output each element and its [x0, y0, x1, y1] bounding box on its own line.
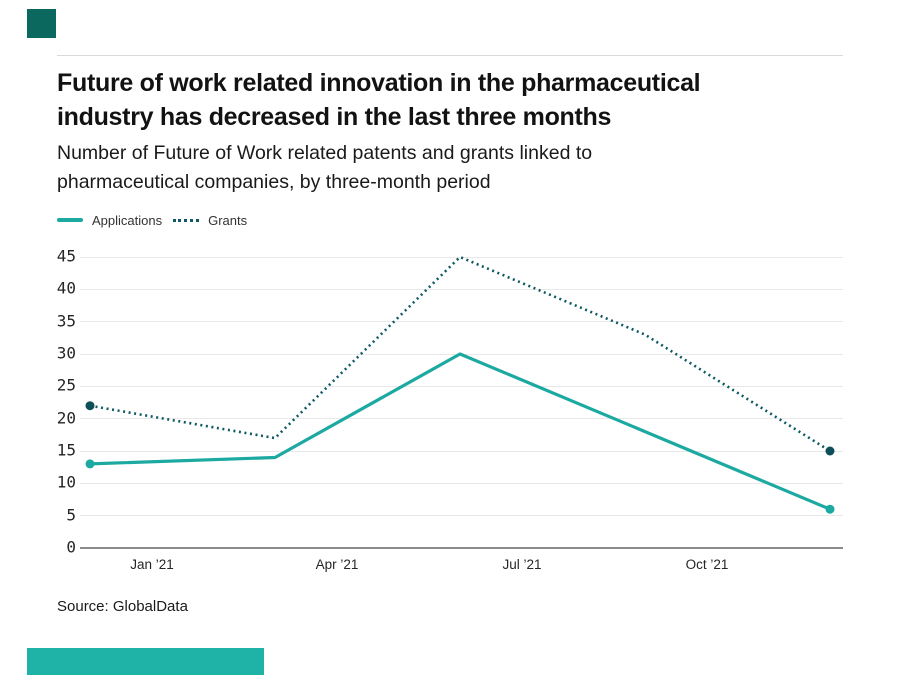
legend-item-applications: Applications — [57, 213, 162, 228]
legend-label-grants: Grants — [208, 212, 248, 228]
grants-endpoint-marker — [825, 446, 835, 456]
title-line-2: industry has decreased in the last three… — [57, 103, 612, 131]
legend: Applications Grants — [57, 211, 247, 229]
applications-line — [89, 352, 831, 511]
y-axis-tick-5: 5 — [66, 505, 76, 525]
x-axis-line — [80, 547, 843, 549]
gridline-10 — [80, 482, 843, 484]
legend-label-applications: Applications — [92, 212, 163, 228]
x-axis-tick-4: Oct ’21 — [685, 557, 729, 572]
header-divider — [57, 55, 843, 56]
grants-endpoint-marker — [85, 401, 95, 411]
x-axis-tick-1: Jan ’21 — [130, 557, 174, 572]
gridline-40 — [80, 288, 843, 290]
title-line-1: Future of work related innovation in the… — [57, 69, 701, 97]
gridline-5 — [80, 515, 843, 517]
legend-item-grants: Grants — [173, 213, 247, 228]
dotted-line-swatch-icon — [173, 218, 200, 222]
y-axis-tick-35: 35 — [56, 311, 76, 331]
brand-footer-bar — [27, 648, 264, 675]
subtitle-line-2: pharmaceutical companies, by three-month… — [57, 171, 491, 193]
page-title: Future of work related innovation in the… — [57, 66, 857, 134]
gridline-25 — [80, 385, 843, 387]
y-axis-tick-15: 15 — [56, 440, 76, 460]
applications-endpoint-marker — [85, 459, 95, 469]
applications-endpoint-marker — [825, 504, 835, 514]
gridline-35 — [80, 321, 843, 323]
y-axis-tick-25: 25 — [56, 376, 76, 396]
y-axis-tick-30: 30 — [56, 343, 76, 363]
source-text: Source: GlobalData — [57, 598, 188, 615]
y-axis-tick-10: 10 — [56, 473, 76, 493]
y-axis-tick-40: 40 — [56, 279, 76, 299]
solid-line-swatch-icon — [57, 218, 83, 222]
gridline-15 — [80, 450, 843, 452]
chart-subtitle: Number of Future of Work related patents… — [57, 139, 857, 197]
y-axis-tick-20: 20 — [56, 408, 76, 428]
gridline-20 — [80, 418, 843, 420]
x-axis-tick-2: Apr ’21 — [315, 557, 359, 572]
y-axis-tick-45: 45 — [56, 246, 76, 266]
x-axis-tick-3: Jul ’21 — [502, 557, 542, 572]
brand-logo-square — [27, 9, 56, 38]
subtitle-line-1: Number of Future of Work related patents… — [57, 142, 593, 164]
y-axis-tick-0: 0 — [66, 537, 76, 557]
